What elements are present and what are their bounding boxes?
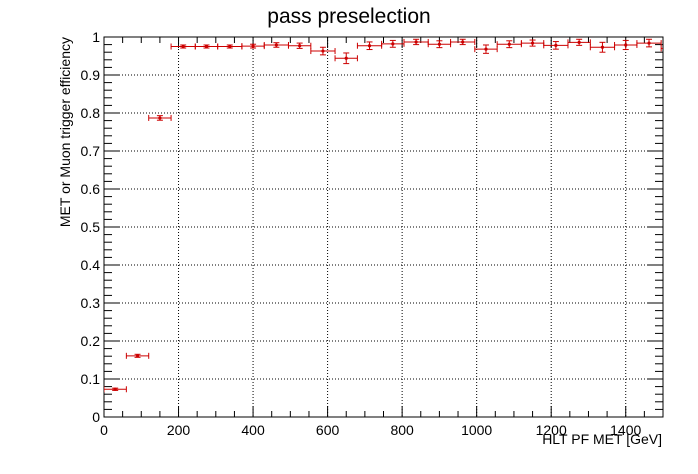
- y-tick-label: 0.1: [81, 371, 101, 387]
- y-tick-label: 0.3: [81, 295, 101, 311]
- data-point: [614, 39, 638, 51]
- data-point: [104, 386, 127, 393]
- grid: [104, 37, 663, 417]
- data-point: [567, 38, 591, 46]
- data-point: [194, 43, 219, 50]
- data-point: [241, 43, 265, 50]
- data-point: [660, 45, 674, 52]
- data-point: [356, 41, 383, 51]
- y-tick-label: 0.9: [81, 67, 101, 83]
- data-point: [170, 43, 196, 50]
- data-point: [543, 41, 569, 50]
- point-marker: [647, 41, 651, 45]
- point-marker: [228, 44, 232, 49]
- point-marker: [204, 44, 209, 49]
- x-tick-label: 800: [390, 422, 414, 438]
- point-marker: [577, 40, 581, 44]
- point-marker: [671, 47, 674, 50]
- point-marker: [274, 43, 278, 47]
- y-tick-label: 0.7: [81, 143, 101, 159]
- y-axis-label: MET or Muon trigger efficiency: [57, 37, 73, 227]
- point-marker: [437, 42, 441, 46]
- x-tick-label: 1200: [536, 422, 567, 438]
- chart-title: pass preselection: [267, 5, 430, 28]
- point-marker: [554, 43, 558, 47]
- point-marker: [321, 49, 325, 53]
- y-tick-label: 0: [92, 409, 100, 425]
- x-tick-label: 0: [100, 422, 108, 438]
- point-marker: [624, 43, 628, 47]
- x-tick-label: 400: [241, 422, 265, 438]
- point-marker: [367, 44, 372, 48]
- x-tick-label: 1400: [610, 422, 641, 438]
- data-points: [104, 38, 674, 393]
- point-marker: [251, 44, 255, 48]
- data-point: [263, 41, 289, 48]
- data-point: [520, 39, 545, 47]
- y-tick-label: 0.8: [81, 105, 101, 121]
- point-marker: [391, 42, 395, 46]
- x-axis-label: HLT PF MET [GeV]: [542, 431, 662, 447]
- x-tick-label: 600: [316, 422, 340, 438]
- point-marker: [530, 41, 535, 45]
- data-point: [381, 39, 405, 48]
- x-tick-label: 200: [167, 422, 191, 438]
- data-point: [589, 41, 616, 53]
- y-tick-label: 0.6: [81, 181, 101, 197]
- point-marker: [113, 387, 117, 391]
- y-tick-label: 0.2: [81, 333, 101, 349]
- y-tick-label: 0.5: [81, 219, 101, 235]
- data-point: [148, 114, 172, 121]
- point-marker: [414, 40, 418, 44]
- data-point: [217, 43, 243, 50]
- data-point: [450, 38, 476, 46]
- y-tick-label: 1: [92, 29, 100, 45]
- point-marker: [344, 56, 348, 60]
- point-marker: [484, 47, 488, 51]
- tick-labels: 0 200 400 600 800 1000 1200 1400 0 0.1 0.2 0.3 0.4 0.…: [81, 29, 642, 438]
- point-marker: [158, 116, 162, 120]
- data-point: [496, 40, 522, 49]
- point-marker: [461, 40, 465, 44]
- point-marker: [298, 44, 302, 48]
- data-point: [403, 38, 429, 46]
- point-marker: [135, 354, 140, 358]
- data-point: [427, 40, 452, 49]
- point-marker: [600, 45, 605, 49]
- x-tick-label: 1000: [461, 422, 492, 438]
- data-point: [310, 46, 336, 56]
- data-point: [474, 44, 498, 54]
- data-point: [334, 52, 358, 65]
- point-marker: [507, 42, 511, 46]
- point-marker: [181, 44, 185, 49]
- axis-ticks: [103, 36, 664, 418]
- data-point: [636, 38, 662, 48]
- data-point: [125, 352, 150, 359]
- data-point: [287, 42, 312, 49]
- y-tick-label: 0.4: [81, 257, 101, 273]
